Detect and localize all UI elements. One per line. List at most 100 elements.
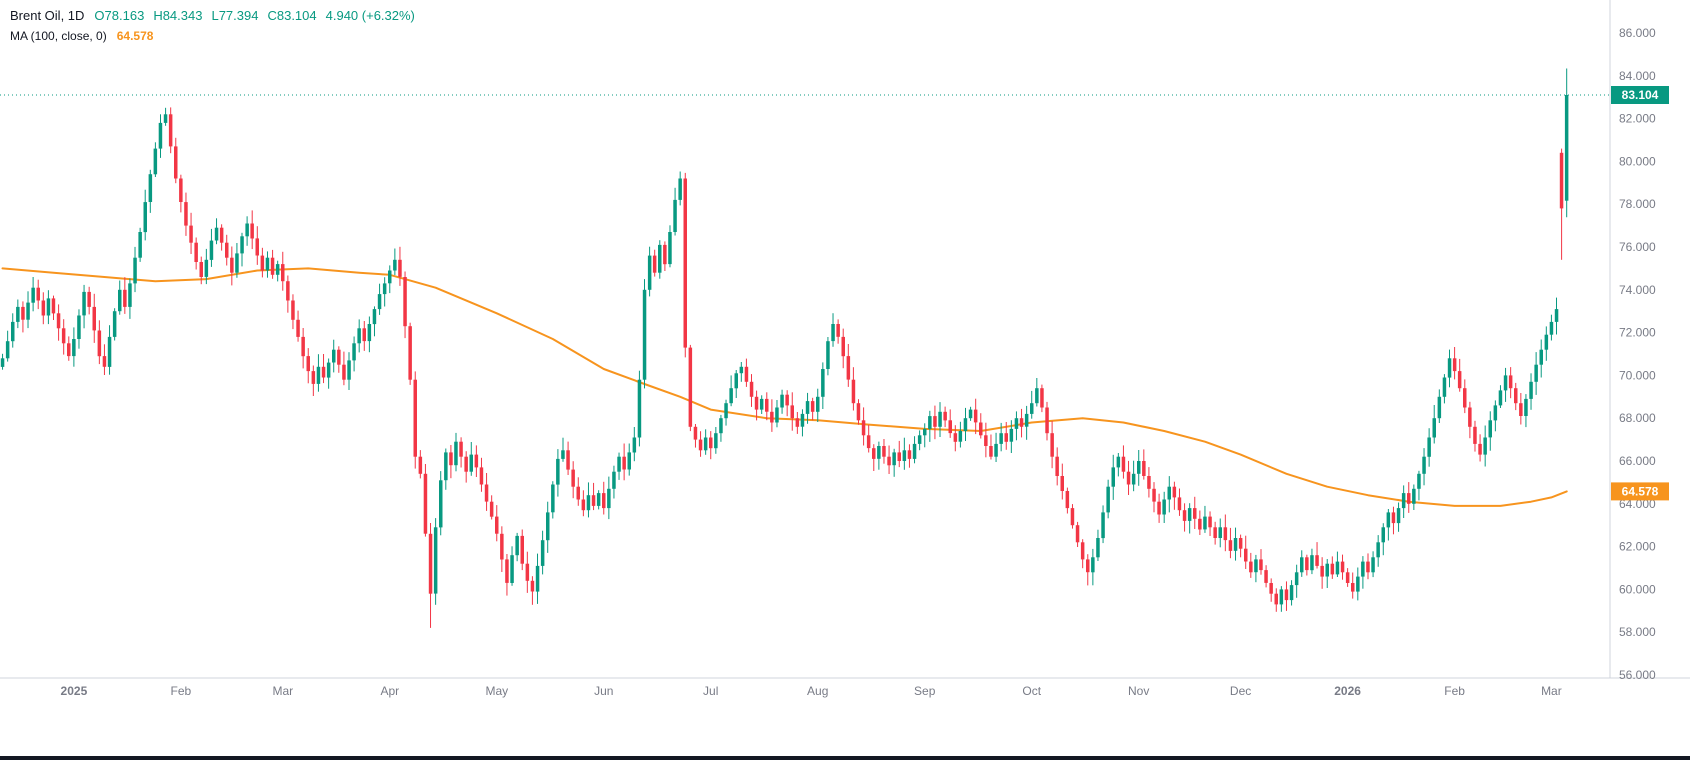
- window-bottom-border: [0, 756, 1690, 760]
- candle: [525, 551, 530, 593]
- candle: [821, 362, 825, 409]
- candle: [1407, 482, 1411, 513]
- candle: [1091, 548, 1095, 586]
- candle: [1254, 554, 1258, 583]
- candle: [907, 444, 912, 468]
- candle: [133, 246, 137, 293]
- candle: [500, 526, 504, 572]
- candle: [663, 241, 667, 271]
- candle: [138, 227, 142, 262]
- time-axis-label: Aug: [807, 684, 828, 698]
- candle: [912, 436, 917, 464]
- candle: [882, 439, 886, 464]
- candle: [459, 437, 463, 468]
- last-price-badge: 83.104: [1611, 86, 1669, 104]
- candle: [1340, 554, 1345, 580]
- candle: [759, 395, 764, 414]
- candle: [46, 290, 51, 325]
- candle: [703, 429, 708, 455]
- candle: [800, 409, 805, 437]
- candle: [1101, 505, 1105, 544]
- candle: [1024, 405, 1029, 440]
- price-axis-label: 74.000: [1619, 283, 1656, 297]
- candle: [245, 216, 249, 246]
- candle: [1386, 509, 1391, 541]
- candle: [556, 449, 560, 497]
- candle: [688, 344, 693, 432]
- candle: [61, 319, 66, 355]
- candle: [1238, 534, 1243, 558]
- candle: [591, 482, 596, 511]
- candle: [510, 546, 514, 586]
- candle: [632, 427, 637, 462]
- candle: [1065, 487, 1070, 514]
- candle: [474, 445, 479, 477]
- close-value: 83.104: [276, 8, 317, 23]
- indicator-legend-row: MA (100, close, 0) 64.578: [10, 28, 415, 45]
- candle: [1244, 535, 1248, 569]
- candle: [561, 437, 565, 462]
- candle: [1396, 502, 1401, 532]
- candle: [1544, 326, 1549, 361]
- candle: [546, 501, 550, 553]
- time-axis[interactable]: 2025 Feb Mar Apr May Jun Jul Aug Sep Oct Nov Dec 202…: [61, 684, 1562, 698]
- candlestick-series: [0, 68, 1569, 628]
- candle: [923, 423, 927, 448]
- candle: [1356, 567, 1360, 601]
- candle: [1142, 449, 1146, 480]
- price-axis[interactable]: 86.000 84.000 82.000 80.000 78.000 76.000 74.0…: [1619, 26, 1656, 682]
- candle: [377, 283, 382, 315]
- candle: [1055, 447, 1059, 486]
- candle: [1096, 529, 1100, 561]
- ma-indicator-title[interactable]: MA (100, close, 0): [10, 28, 107, 43]
- candle: [275, 260, 280, 282]
- candle: [535, 553, 540, 604]
- candle: [82, 284, 86, 329]
- open-readout: O78.163: [94, 7, 144, 26]
- candle: [250, 210, 254, 250]
- candle: [754, 390, 759, 421]
- candle: [841, 328, 845, 369]
- candle: [979, 413, 983, 439]
- candle: [551, 481, 555, 519]
- candle: [1371, 551, 1375, 578]
- candle: [270, 249, 275, 279]
- candle: [581, 490, 586, 517]
- candle: [1035, 378, 1039, 407]
- time-axis-label: Feb: [171, 684, 192, 698]
- candle: [505, 554, 509, 596]
- candle: [143, 189, 147, 241]
- candle: [337, 346, 341, 373]
- symbol-title[interactable]: Brent Oil, 1D: [10, 8, 85, 23]
- time-axis-label: Oct: [1022, 684, 1041, 698]
- candle: [92, 293, 96, 343]
- candle: [168, 107, 173, 154]
- candle: [795, 412, 800, 434]
- candle: [1391, 506, 1396, 535]
- candle: [1539, 339, 1543, 378]
- candle: [749, 374, 754, 407]
- high-label: H: [153, 8, 163, 23]
- candle: [1259, 549, 1263, 575]
- candle: [5, 330, 10, 362]
- price-axis-label: 66.000: [1619, 454, 1656, 468]
- candle: [1193, 496, 1197, 529]
- candle: [1182, 503, 1187, 532]
- candle: [668, 225, 672, 268]
- candle: [1508, 367, 1513, 399]
- candle: [658, 240, 662, 279]
- candle: [1172, 481, 1177, 510]
- candle: [877, 441, 881, 470]
- candle: [897, 440, 901, 468]
- candle: [214, 218, 219, 245]
- candle: [1529, 373, 1533, 410]
- candle: [887, 445, 891, 474]
- candle: [1004, 422, 1008, 450]
- candle: [347, 352, 351, 390]
- candle: [1060, 463, 1064, 500]
- candle: [367, 316, 372, 353]
- candle: [1274, 588, 1278, 612]
- candle: [255, 226, 259, 265]
- candle: [321, 354, 326, 384]
